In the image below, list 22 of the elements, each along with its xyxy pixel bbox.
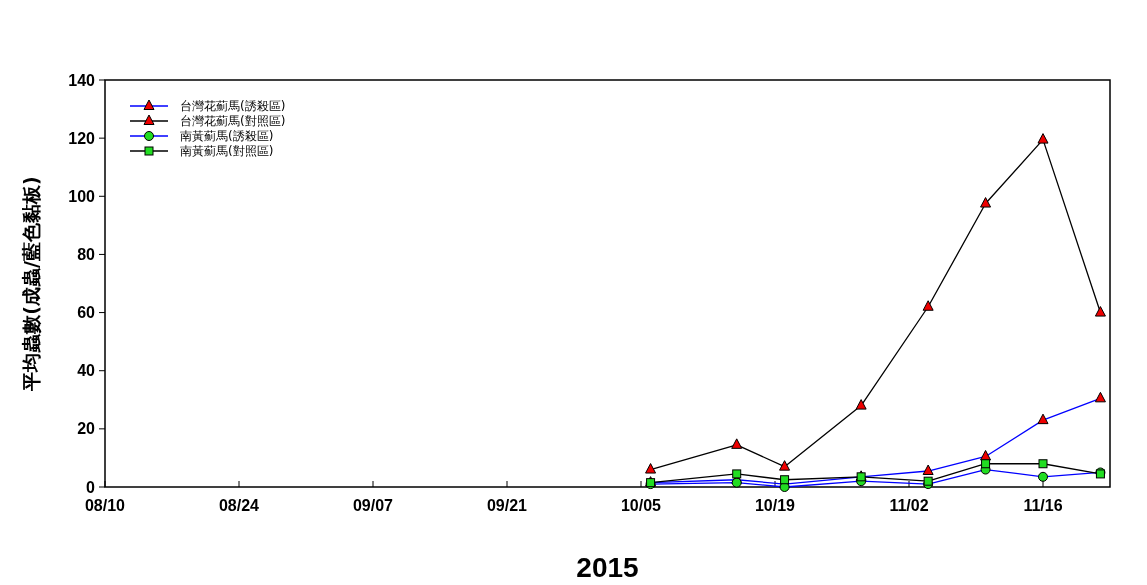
y-tick-label: 40 [77,362,96,380]
x-tick-label: 08/24 [218,497,260,514]
x-tick-label: 09/21 [486,497,528,514]
y-tick-label: 80 [77,246,96,264]
y-tick-label: 140 [68,71,96,89]
legend-label: 南黃薊馬(誘殺區) [180,129,274,144]
y-tick-label: 60 [77,304,96,322]
x-tick-label: 10/19 [754,497,796,514]
y-tick-label: 100 [68,187,96,205]
legend-label: 南黃薊馬(對照區) [180,144,274,159]
y-tick-label: 120 [68,129,96,147]
y-axis-title: 平均蟲數(成蟲/藍色黏板) [20,176,42,392]
x-tick-label: 09/07 [352,497,394,514]
legend-label: 台灣花薊馬(誘殺區) [180,99,286,114]
legend-label: 台灣花薊馬(對照區) [180,114,286,129]
x-tick-label: 08/10 [84,497,126,514]
x-tick-label: 11/02 [889,497,929,514]
x-tick-label: 10/05 [620,497,662,514]
y-tick-label: 0 [86,478,96,496]
x-tick-label: 11/16 [1023,497,1063,514]
x-axis-title: 2015 [576,552,639,583]
y-tick-label: 20 [77,420,96,438]
